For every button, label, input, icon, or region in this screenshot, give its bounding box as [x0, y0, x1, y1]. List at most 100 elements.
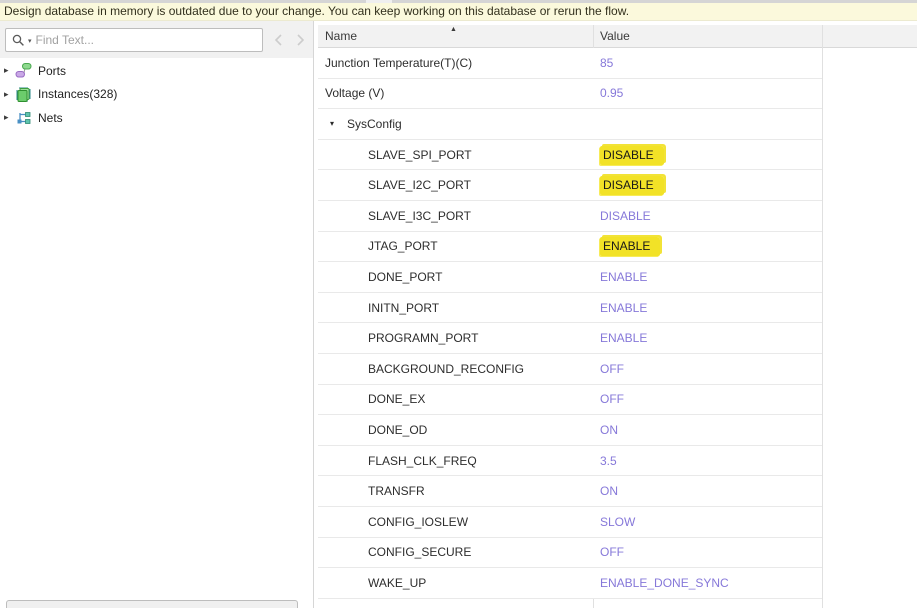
expander-collapsed-icon[interactable]: ▸ [4, 88, 9, 99]
property-value-cell[interactable]: DISABLE [593, 145, 822, 165]
property-name-cell: TRANSFR [318, 484, 593, 498]
tree-item-ports[interactable]: ▸ Ports [0, 59, 313, 83]
property-name: SLAVE_SPI_PORT [368, 147, 472, 162]
property-name-cell: SLAVE_I3C_PORT [318, 209, 593, 223]
property-value-cell[interactable]: ON [593, 484, 822, 498]
property-value-cell[interactable]: OFF [593, 545, 822, 559]
property-name: CONFIG_IOSLEW [368, 514, 469, 529]
expander-collapsed-icon[interactable]: ▸ [4, 112, 9, 123]
find-text-box[interactable]: ▾ [5, 28, 263, 52]
outdated-database-warning-banner: Design database in memory is outdated du… [0, 3, 917, 21]
property-name: JTAG_PORT [368, 239, 438, 254]
table-row[interactable]: BACKGROUND_RECONFIG OFF [318, 353, 822, 385]
column-header-value[interactable]: Value [600, 29, 630, 43]
property-value: ON [600, 484, 618, 499]
property-value: OFF [600, 361, 624, 376]
property-name: BACKGROUND_RECONFIG [368, 361, 525, 376]
table-row[interactable]: SLAVE_I3C_PORT DISABLE [318, 200, 822, 232]
property-name-cell: ▾ SysConfig [318, 117, 593, 131]
property-value: SLOW [600, 514, 636, 529]
property-value-cell[interactable]: 3.5 [593, 454, 822, 468]
search-input[interactable] [35, 33, 262, 47]
table-row[interactable]: DONE_EX OFF [318, 384, 822, 416]
table-right-border [822, 25, 823, 608]
property-name-cell: FLASH_CLK_FREQ [318, 454, 593, 468]
property-value-cell[interactable]: DISABLE [593, 209, 822, 223]
property-value: DISABLE [600, 176, 664, 196]
expander-collapsed-icon[interactable]: ▸ [4, 65, 9, 76]
tree-item-instances328[interactable]: ▸ Instances(328) [0, 83, 313, 107]
property-value-cell[interactable]: SLOW [593, 515, 822, 529]
property-name-cell: SLAVE_SPI_PORT [318, 148, 593, 162]
table-row[interactable]: WAKE_UP ENABLE_DONE_SYNC [318, 568, 822, 599]
table-row[interactable]: CONFIG_SECURE OFF [318, 537, 822, 569]
tree-item-label: Nets [38, 110, 63, 125]
property-name-cell: BACKGROUND_RECONFIG [318, 362, 593, 376]
property-value: 0.95 [600, 86, 624, 101]
property-name: WAKE_UP [368, 575, 427, 590]
property-name-cell: CONFIG_IOSLEW [318, 515, 593, 529]
tab-strip-notch [366, 0, 392, 3]
property-name-cell: Voltage (V) [318, 86, 593, 100]
property-name-cell: WAKE_UP [318, 576, 593, 590]
tree-item-nets[interactable]: ▸ Nets [0, 106, 313, 130]
property-value-cell[interactable]: OFF [593, 392, 822, 406]
property-name: SysConfig [347, 116, 402, 131]
property-value: 85 [600, 55, 614, 70]
search-icon [12, 34, 24, 46]
properties-table: Name ▲ Value Junction Temperature(T)(C) … [318, 21, 917, 608]
property-value-cell[interactable]: ENABLE [593, 270, 822, 284]
property-name: DONE_PORT [368, 269, 443, 284]
property-value-cell[interactable]: ENABLE [593, 237, 822, 257]
property-value-cell[interactable]: 0.95 [593, 86, 822, 100]
table-row[interactable]: DONE_PORT ENABLE [318, 262, 822, 293]
table-row[interactable]: TRANSFR ON [318, 476, 822, 507]
table-row[interactable]: DONE_OD ON [318, 415, 822, 446]
warning-text: Design database in memory is outdated du… [4, 4, 630, 18]
find-next-button[interactable] [290, 30, 310, 50]
design-hierarchy-panel: ▾ ▸ Ports ▸ Instances(328) ▸ Net [0, 21, 314, 608]
property-value-cell[interactable]: ENABLE [593, 331, 822, 345]
property-value-cell[interactable]: ENABLE [593, 301, 822, 315]
property-value-cell[interactable]: ENABLE_DONE_SYNC [593, 576, 822, 590]
tab-strip [0, 0, 917, 3]
table-row[interactable]: CONFIG_IOSLEW SLOW [318, 506, 822, 538]
property-name: SLAVE_I2C_PORT [368, 178, 471, 193]
property-value: ENABLE [600, 331, 648, 346]
search-toolbar: ▾ [0, 21, 313, 58]
property-value-cell[interactable]: ON [593, 423, 822, 437]
column-header-name[interactable]: Name ▲ [318, 25, 593, 47]
table-row[interactable]: FLASH_CLK_FREQ 3.5 [318, 445, 822, 477]
property-value: ON [600, 422, 618, 437]
instances-icon [15, 86, 32, 103]
table-row[interactable]: SLAVE_SPI_PORT DISABLE [318, 139, 822, 171]
property-value-cell[interactable]: OFF [593, 362, 822, 376]
property-value: 3.5 [600, 453, 617, 468]
table-row[interactable]: ▾ SysConfig [318, 109, 822, 140]
property-name: INITN_PORT [368, 300, 440, 315]
property-value: ENABLE [600, 300, 648, 315]
property-name-cell: CONFIG_SECURE [318, 545, 593, 559]
property-value: OFF [600, 545, 624, 560]
property-value-cell[interactable]: DISABLE [593, 176, 822, 196]
property-value: DISABLE [600, 208, 651, 223]
property-name: TRANSFR [368, 484, 425, 499]
property-name-cell: DONE_OD [318, 423, 593, 437]
chevron-right-icon [296, 34, 304, 46]
property-value: OFF [600, 392, 624, 407]
property-value: ENABLE_DONE_SYNC [600, 575, 729, 590]
table-row[interactable]: JTAG_PORT ENABLE [318, 231, 822, 263]
table-row[interactable]: INITN_PORT ENABLE [318, 292, 822, 324]
table-row[interactable]: Junction Temperature(T)(C) 85 [318, 48, 822, 79]
expander-expanded-icon[interactable]: ▾ [330, 118, 335, 128]
table-row[interactable]: SLAVE_I2C_PORT DISABLE [318, 170, 822, 201]
tree-item-label: Ports [38, 63, 67, 78]
property-name-cell: PROGRAMN_PORT [318, 331, 593, 345]
search-options-caret-icon[interactable]: ▾ [28, 38, 32, 45]
property-value-cell[interactable]: 85 [593, 56, 822, 70]
property-name-cell: DONE_PORT [318, 270, 593, 284]
find-previous-button[interactable] [268, 30, 288, 50]
table-row[interactable]: Voltage (V) 0.95 [318, 78, 822, 110]
table-row[interactable]: PROGRAMN_PORT ENABLE [318, 323, 822, 354]
